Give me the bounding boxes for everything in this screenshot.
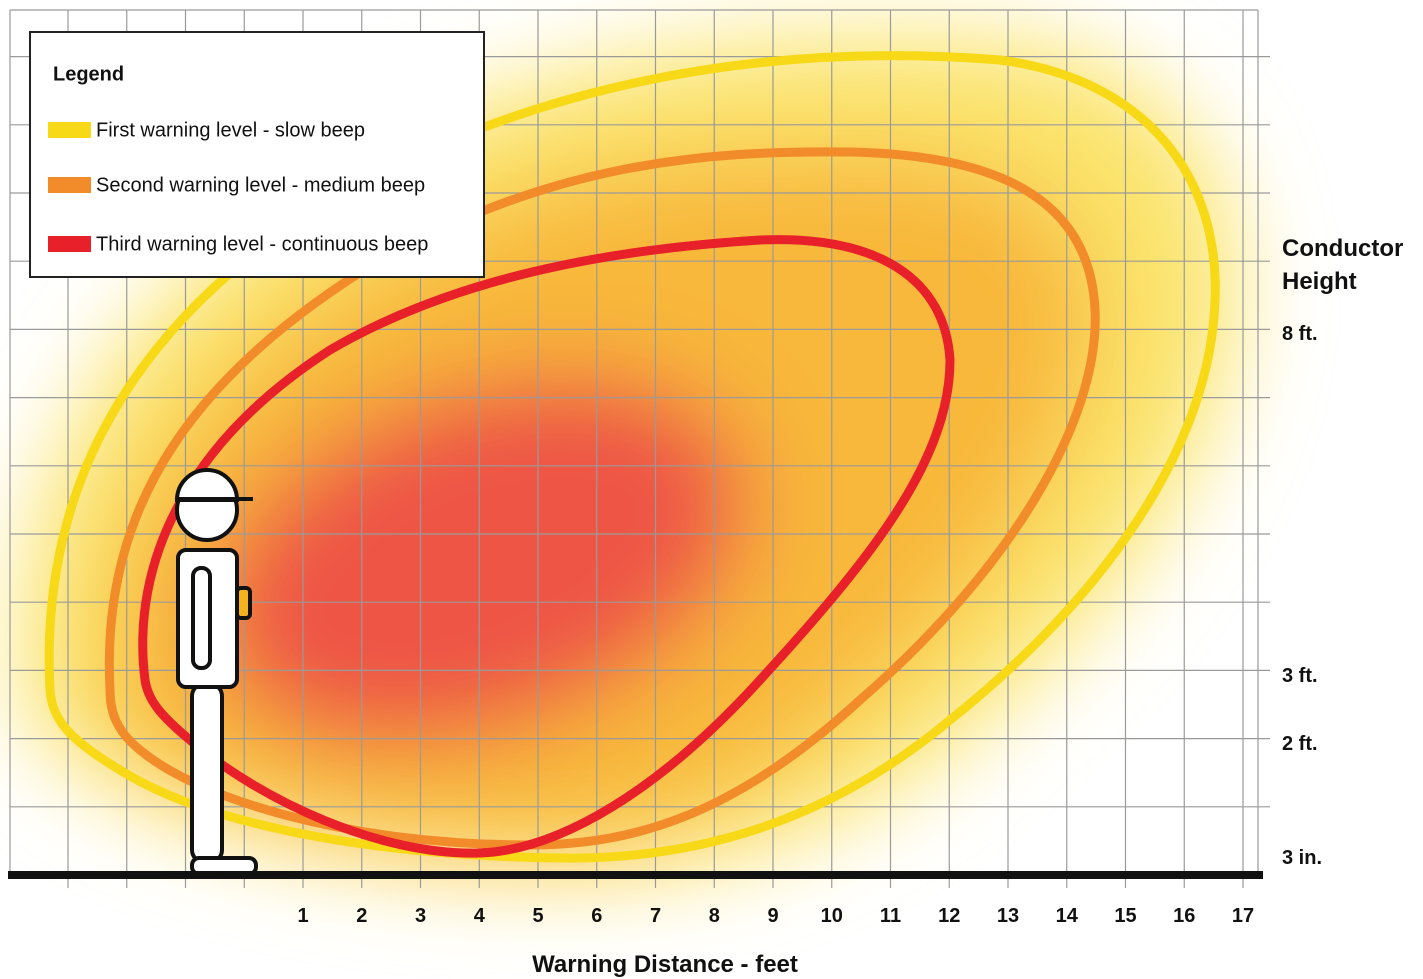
x-tick-label: 17 <box>1232 905 1254 927</box>
x-tick-label: 12 <box>938 905 960 927</box>
legend: Legend First warning level - slow beep Se… <box>29 31 485 278</box>
x-tick-label: 16 <box>1173 905 1195 927</box>
x-tick-label: 11 <box>880 905 901 927</box>
legend-label: First warning level - slow beep <box>96 119 365 141</box>
legend-swatch <box>48 236 91 252</box>
y-tick-label: 2 ft. <box>1282 733 1318 755</box>
x-tick-label: 8 <box>709 905 720 927</box>
x-tick-label: 2 <box>356 905 367 927</box>
x-tick-label: 7 <box>650 905 661 927</box>
third-level-contour <box>138 235 955 858</box>
legend-label: Third warning level - continuous beep <box>96 233 428 255</box>
x-tick-label: 5 <box>532 905 543 927</box>
x-tick-label: 3 <box>415 905 426 927</box>
person-icon <box>174 468 258 876</box>
legend-label: Second warning level - medium beep <box>96 174 425 196</box>
x-tick-label: 4 <box>474 905 486 927</box>
y-tick-label: 8 ft. <box>1282 323 1318 345</box>
x-tick-label: 6 <box>591 905 602 927</box>
x-axis-label: Warning Distance - feet <box>532 951 798 978</box>
x-tick-label: 9 <box>767 905 778 927</box>
x-tick-label: 13 <box>997 905 1019 927</box>
ground-line <box>8 871 1263 879</box>
y-tick-label: 3 ft. <box>1282 665 1318 687</box>
y-axis-title: Conductor <box>1282 235 1403 262</box>
x-tick-label: 15 <box>1114 905 1136 927</box>
x-tick-label: 10 <box>821 905 843 927</box>
legend-swatch <box>48 177 91 193</box>
legend-box <box>29 31 485 278</box>
legend-items: First warning level - slow beep Second wa… <box>48 119 428 255</box>
legend-title: Legend <box>53 63 124 85</box>
legend-swatch <box>48 122 91 138</box>
ticks: 1 2 3 4 5 6 7 8 9 10 11 12 13 14 15 16 178 ft.3 ft.2 ft.… <box>297 323 1322 927</box>
x-tick-label: 14 <box>1056 905 1079 927</box>
y-tick-label: 3 in. <box>1282 847 1322 869</box>
x-tick-label: 1 <box>297 905 308 927</box>
y-axis-title: Height <box>1282 268 1357 295</box>
